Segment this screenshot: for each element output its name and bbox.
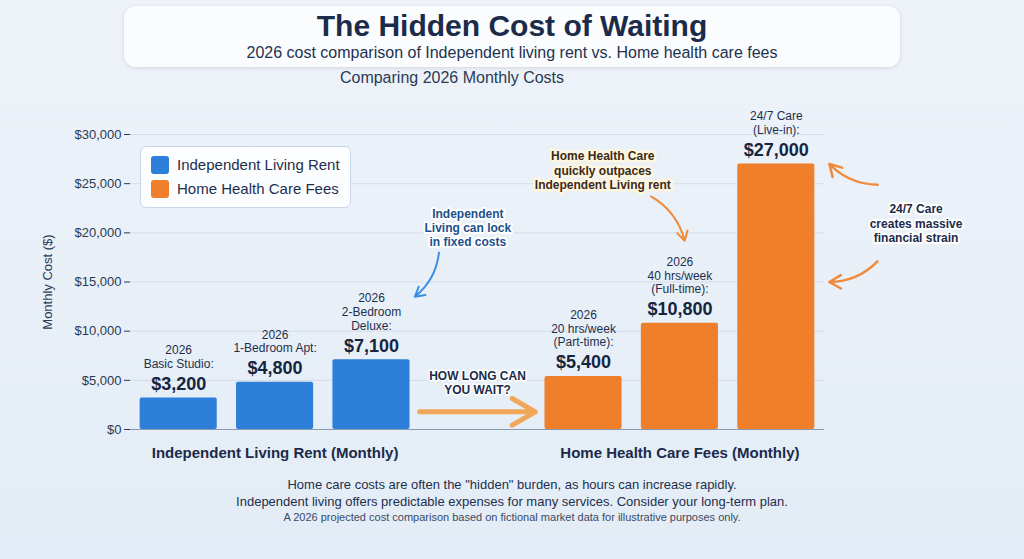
html-text:Home Health Care Fees: Home Health Care Fees: [177, 180, 339, 197]
svg-text:$10,000: $10,000: [75, 323, 122, 338]
html-text:Comparing 2026 Monthly Costs: Comparing 2026 Monthly Costs: [339, 69, 564, 86]
html-text:Home care costs are often the: Home care costs are often the "hidden" b…: [287, 477, 737, 492]
svg-text:HOW LONG CANYOU WAIT?: HOW LONG CANYOU WAIT?: [429, 369, 526, 397]
svg-text:Home Health Care Fees (Monthly: Home Health Care Fees (Monthly): [560, 444, 799, 461]
svg-text:$27,000: $27,000: [744, 140, 809, 160]
html-text:The Hidden Cost of Waiting: The Hidden Cost of Waiting: [316, 9, 708, 42]
svg-text:Home Health Carequickly outpac: Home Health Carequickly outpacesIndepend…: [535, 149, 671, 192]
svg-text:202640 hrs/week(Full-time):: 202640 hrs/week(Full-time):: [648, 255, 714, 297]
svg-text:$3,200: $3,200: [151, 374, 206, 394]
svg-text:202620 hrs/week(Part-time):: 202620 hrs/week(Part-time):: [551, 308, 617, 350]
html-text:Independent living offers pred: Independent living offers predictable ex…: [236, 494, 788, 509]
html-text:2026 cost comparison of Indepe: 2026 cost comparison of Independent livi…: [246, 44, 778, 61]
svg-text:$5,400: $5,400: [556, 352, 611, 372]
svg-text:2026Basic Studio:: 2026Basic Studio:: [144, 343, 214, 371]
svg-text:IndependentLiving can lockin f: IndependentLiving can lockin fixed costs: [425, 207, 512, 250]
svg-text:$30,000: $30,000: [75, 127, 122, 142]
svg-text:$0: $0: [107, 422, 121, 437]
svg-text:24/7 Care(Live-in):: 24/7 Care(Live-in):: [750, 109, 803, 137]
svg-text:24/7 Carecreates massivefinanc: 24/7 Carecreates massivefinancial strain: [870, 202, 963, 245]
svg-text:$5,000: $5,000: [82, 372, 122, 387]
svg-text:$20,000: $20,000: [75, 225, 122, 240]
svg-text:Monthly Cost ($): Monthly Cost ($): [40, 234, 55, 329]
svg-text:$7,100: $7,100: [344, 336, 399, 356]
svg-text:$25,000: $25,000: [75, 176, 122, 191]
svg-text:Independent Living Rent (Month: Independent Living Rent (Monthly): [152, 444, 399, 461]
svg-text:$15,000: $15,000: [75, 274, 122, 289]
svg-text:$10,800: $10,800: [647, 299, 712, 319]
svg-text:$4,800: $4,800: [248, 358, 303, 378]
svg-text:20261-Bedroom Apt:: 20261-Bedroom Apt:: [233, 328, 316, 356]
svg-text:20262-BedroomDeluxe:: 20262-BedroomDeluxe:: [342, 291, 401, 333]
html-text:A 2026 projected cost comparis: A 2026 projected cost comparison based o…: [283, 511, 741, 523]
html-text:Independent Living Rent: Independent Living Rent: [177, 156, 340, 173]
